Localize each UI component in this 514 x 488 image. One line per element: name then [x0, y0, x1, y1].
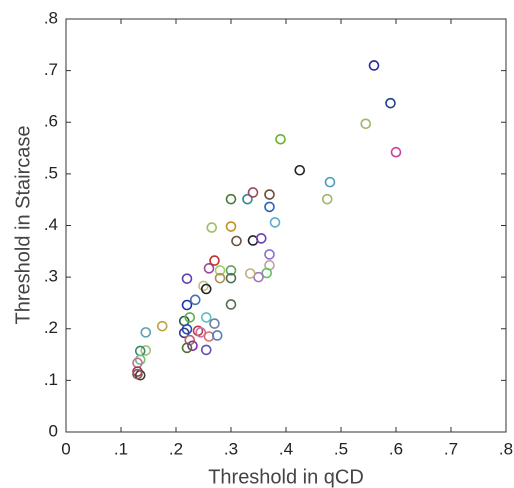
plot-frame — [65, 18, 507, 433]
y-tick-label: .3 — [44, 267, 58, 286]
point — [203, 263, 215, 274]
y-tick-label: 0 — [49, 421, 58, 440]
point — [231, 235, 242, 247]
point — [264, 249, 275, 260]
point — [134, 345, 146, 357]
point — [264, 189, 275, 200]
point — [184, 312, 196, 323]
y-tick-label: .8 — [44, 8, 58, 27]
point — [225, 221, 237, 232]
point — [181, 273, 193, 284]
point — [206, 222, 218, 233]
point — [132, 368, 143, 380]
x-tick-label: .3 — [224, 439, 238, 458]
x-tick-label: .5 — [334, 439, 348, 458]
point — [140, 345, 152, 356]
point — [244, 268, 256, 279]
point — [187, 340, 198, 352]
y-tick-label: .7 — [44, 60, 58, 79]
point — [242, 193, 253, 205]
point — [225, 299, 237, 310]
point — [181, 299, 193, 311]
point — [294, 164, 306, 176]
y-tick-label: .1 — [44, 370, 58, 389]
x-tick-label: .1 — [114, 439, 128, 458]
point — [214, 272, 226, 284]
point — [255, 233, 267, 244]
point — [368, 60, 380, 71]
y-tick-label: .6 — [44, 112, 58, 131]
x-tick-label: .4 — [279, 439, 293, 458]
point — [200, 283, 212, 295]
point — [189, 294, 201, 306]
point — [195, 327, 207, 338]
point — [261, 267, 273, 279]
x-axis-title: Threshold in qCD — [208, 466, 364, 488]
y-tick-label: .5 — [44, 163, 58, 182]
point — [181, 342, 193, 354]
point — [178, 327, 190, 339]
point — [134, 354, 146, 366]
point — [247, 187, 259, 198]
x-tick-label: .6 — [389, 439, 403, 458]
x-tick-label: .2 — [169, 439, 183, 458]
point — [225, 272, 237, 284]
point — [211, 330, 223, 341]
point — [156, 320, 168, 332]
point — [140, 327, 152, 338]
point — [200, 312, 212, 323]
point — [198, 280, 209, 292]
point — [321, 193, 333, 205]
point — [390, 146, 402, 158]
point — [225, 193, 237, 205]
x-tick-label: 0 — [61, 439, 70, 458]
point — [385, 97, 396, 109]
x-tick-label: .7 — [444, 439, 458, 458]
point — [209, 255, 220, 266]
point — [269, 217, 281, 228]
point — [264, 201, 275, 213]
point — [200, 344, 212, 356]
point — [225, 265, 237, 276]
point — [360, 118, 372, 130]
x-tick-label: .8 — [499, 439, 513, 458]
point — [209, 318, 220, 329]
point — [214, 265, 226, 276]
y-axis-title: Threshold in Staircase — [12, 126, 34, 325]
point — [275, 133, 286, 145]
y-tick-label: .2 — [44, 318, 58, 337]
y-tick-label: .4 — [44, 215, 58, 234]
point — [324, 176, 336, 188]
